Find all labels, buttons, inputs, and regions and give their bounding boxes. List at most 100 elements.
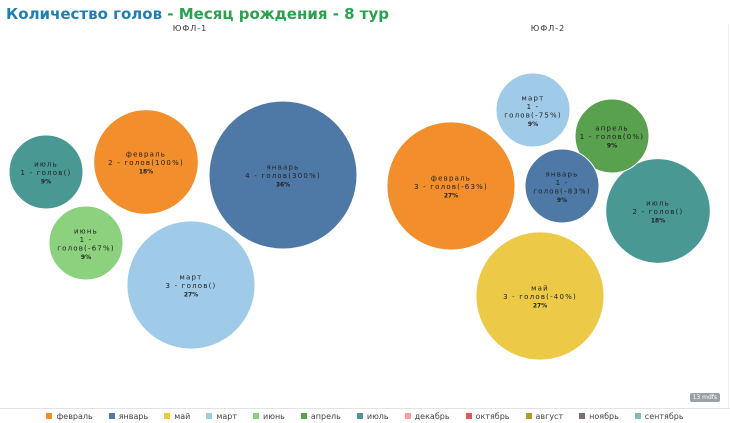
legend-item-март[interactable]: март — [206, 412, 237, 421]
legend-item-апрель[interactable]: апрель — [300, 411, 341, 421]
bubble-circle[interactable] — [8, 134, 84, 210]
bubble-percent-label: 9% — [41, 179, 51, 186]
legend-label: март — [216, 411, 238, 421]
legend-swatch — [164, 413, 171, 419]
legend-item-май[interactable]: май — [164, 412, 190, 421]
bubble-text-label: январь — [267, 164, 300, 172]
legend-item-ноябрь[interactable]: ноябрь — [579, 412, 619, 421]
legend-label: июль — [366, 411, 389, 421]
bubble-text-label: голов(-67%) — [57, 244, 115, 252]
bubble-percent-label: 18% — [139, 169, 153, 176]
bubble-circle[interactable] — [495, 72, 571, 148]
bubble-circle[interactable] — [574, 98, 650, 174]
bubble-circle[interactable] — [524, 148, 600, 224]
bubble-text-label: март — [522, 94, 545, 102]
bubble-percent-label: 27% — [533, 303, 547, 310]
bubble-percent-label: 9% — [528, 121, 538, 128]
bubble-circle[interactable] — [93, 109, 199, 215]
legend-item-декабрь[interactable]: декабрь — [404, 411, 450, 421]
bubble-text-label: 1 - — [527, 103, 540, 111]
bubble-text-label: июль — [646, 200, 670, 208]
render-time-badge: 13 mdfs — [689, 393, 720, 402]
legend-item-январь[interactable]: январь — [108, 411, 149, 421]
legend-item-август[interactable]: август — [525, 412, 563, 421]
legend-swatch — [108, 413, 115, 419]
bubble-percent-label: 9% — [607, 143, 617, 150]
legend-swatch — [356, 413, 363, 419]
bubble-text-label: голов(-75%) — [504, 111, 562, 119]
bubble-text-label: 2 - голов(100%) — [108, 159, 184, 167]
plot-area — [0, 24, 729, 408]
panel-header-1: ЮФЛ-1 — [173, 24, 208, 33]
bubble-text-label: голов(-83%) — [533, 187, 591, 195]
bubble-text-label: 2 - голов() — [633, 208, 684, 216]
bubble-text-label: апрель — [595, 125, 628, 133]
legend: февраль январь май март июнь апрель июль декабр… — [0, 408, 730, 423]
bubble-text-label: 3 - голов() — [166, 282, 217, 290]
chart-title-dimension: - Месяц рождения - 8 тур — [162, 5, 390, 23]
bubble-circle[interactable] — [126, 220, 256, 350]
legend-swatch — [579, 413, 586, 419]
legend-swatch — [206, 413, 213, 419]
legend-label: сентябрь — [644, 411, 684, 421]
bubble-circle[interactable] — [386, 121, 516, 251]
legend-swatch — [404, 413, 411, 419]
bubble-percent-label: 9% — [557, 197, 567, 204]
bubble-circle[interactable] — [475, 231, 605, 361]
bubble-text-label: июль — [34, 161, 58, 169]
legend-item-февраль[interactable]: февраль — [46, 411, 93, 421]
bubble-text-label: июнь — [74, 227, 98, 235]
legend-item-сентябрь[interactable]: сентябрь — [634, 411, 684, 421]
legend-label: май — [174, 411, 191, 421]
chart-title-measure: Количество голов — [6, 5, 163, 23]
bubble-percent-label: 27% — [184, 292, 198, 299]
bubble-circle[interactable] — [48, 205, 124, 281]
bubble-percent-label: 27% — [444, 193, 458, 200]
legend-label: декабрь — [414, 411, 450, 421]
bubble-text-label: май — [531, 285, 549, 293]
bubble-text-label: 1 - — [556, 179, 569, 187]
legend-label: ноябрь — [589, 411, 619, 421]
legend-swatch — [46, 413, 53, 419]
legend-swatch — [465, 413, 472, 419]
legend-label: октябрь — [475, 411, 510, 421]
bubble-text-label: февраль — [126, 151, 166, 159]
legend-swatch — [634, 413, 641, 419]
legend-label: январь — [118, 411, 149, 421]
legend-swatch — [525, 413, 532, 419]
legend-item-июль[interactable]: июль — [356, 411, 389, 421]
legend-swatch — [300, 413, 307, 419]
bubble-text-label: 3 - голов(-40%) — [503, 293, 577, 301]
bubble-text-label: февраль — [431, 175, 471, 183]
bubble-text-label: 1 - голов(0%) — [580, 133, 644, 141]
legend-label: июнь — [263, 411, 285, 421]
bubble-text-label: 4 - голов(300%) — [245, 172, 321, 180]
bubble-text-label: март — [180, 274, 203, 282]
chart-title: Количество голов - Месяц рождения - 8 ту… — [6, 5, 389, 23]
bubble-text-label: январь — [546, 170, 579, 178]
legend-item-октябрь[interactable]: октябрь — [465, 411, 510, 421]
bubble-text-label: 3 - голов(-63%) — [414, 183, 488, 191]
bubble-text-label: 1 - голов() — [21, 169, 72, 177]
bubble-percent-label: 9% — [81, 254, 91, 261]
bubble-percent-label: 18% — [651, 218, 665, 225]
legend-swatch — [253, 413, 260, 419]
bubble-circle[interactable] — [208, 100, 358, 250]
bubble-circle[interactable] — [605, 158, 711, 264]
legend-label: апрель — [310, 411, 341, 421]
legend-item-июнь[interactable]: июнь — [253, 412, 285, 421]
bubble-percent-label: 36% — [276, 182, 290, 189]
legend-label: февраль — [56, 411, 93, 421]
